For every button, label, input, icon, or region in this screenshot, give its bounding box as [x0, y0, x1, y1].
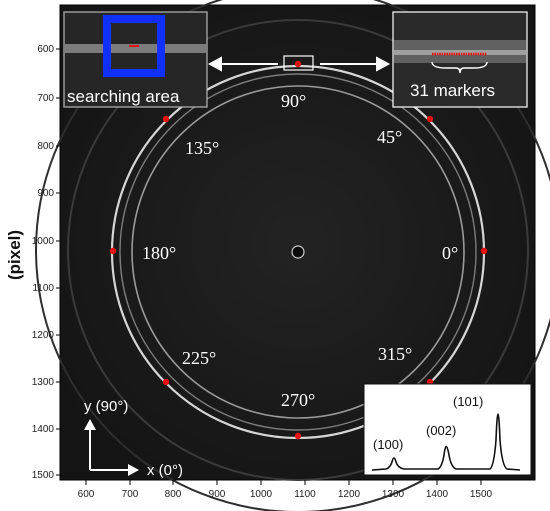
axis-indicator-x-label: x (0°): [147, 462, 183, 479]
y-tick-label: 800: [37, 141, 54, 152]
y-tick-label: 1000: [32, 236, 55, 247]
diffraction-ring-100: [131, 85, 465, 419]
x-tick-label: 900: [209, 489, 226, 500]
y-arrow-icon: [84, 419, 96, 430]
y-tick-label: 700: [37, 93, 54, 104]
beam-center: [291, 245, 305, 259]
x-tick-label: 800: [165, 489, 182, 500]
markers-inset: 31 markers: [392, 11, 528, 108]
peak-label-101: (101): [453, 394, 483, 409]
intensity-profile-line: [371, 413, 521, 471]
peak-label-002: (002): [426, 423, 456, 438]
angle-label-90: 90°: [281, 91, 306, 111]
marker-90: [294, 60, 302, 68]
pointer-arrows: [207, 56, 391, 72]
search-region-box: [283, 55, 314, 71]
angle-label-270: 270°: [281, 390, 315, 410]
marker-45: [426, 115, 434, 123]
marker-180: [109, 247, 117, 255]
x-arrow-icon: [128, 464, 139, 476]
y-tick-label: 1500: [32, 470, 55, 481]
y-tick-label: 600: [37, 44, 54, 55]
x-tick-label: 1100: [294, 489, 316, 500]
brace-icon: [431, 61, 488, 74]
marker-0: [480, 247, 488, 255]
x-axis: 600 700 800 900 1000 1100 1200 1300 1400…: [78, 480, 493, 500]
angle-label-315: 315°: [378, 344, 412, 364]
markers-count-label: 31 markers: [410, 81, 495, 100]
axis-indicator-y-label: y (90°): [84, 398, 128, 415]
y-tick-label: 1200: [32, 330, 55, 341]
marker-225: [162, 378, 170, 386]
searching-area-label: searching area: [67, 87, 180, 106]
angle-label-45: 45°: [377, 127, 402, 147]
y-tick-label: 1300: [32, 377, 55, 388]
x-tick-label: 1000: [250, 489, 273, 500]
angle-label-180: 180°: [142, 243, 176, 263]
y-axis: 600 700 800 900 1000 1100 1200 1300 1400…: [5, 44, 60, 481]
x-tick-label: 700: [122, 489, 139, 500]
marker-270: [294, 432, 302, 440]
peak-label-100: (100): [373, 437, 403, 452]
y-tick-label: 900: [37, 188, 54, 199]
angle-label-135: 135°: [185, 138, 219, 158]
y-tick-label: 1400: [32, 424, 55, 435]
searching-area-inset: searching area: [63, 11, 208, 108]
diffraction-ring-002: [119, 73, 477, 431]
y-axis-label: (pixel): [5, 230, 24, 280]
y-tick-label: 1100: [32, 283, 54, 294]
axis-indicator: y (90°) x (0°): [84, 398, 183, 479]
angle-label-0: 0°: [442, 243, 458, 263]
peak-profile-inset: (100) (002) (101): [363, 383, 532, 476]
search-window-box: [103, 15, 165, 77]
marker-135: [162, 115, 170, 123]
x-tick-label: 1200: [338, 489, 361, 500]
x-tick-label: 1500: [470, 489, 493, 500]
x-tick-label: 1400: [426, 489, 449, 500]
angle-label-225: 225°: [182, 348, 216, 368]
x-tick-label: 1300: [382, 489, 405, 500]
x-tick-label: 600: [78, 489, 95, 500]
